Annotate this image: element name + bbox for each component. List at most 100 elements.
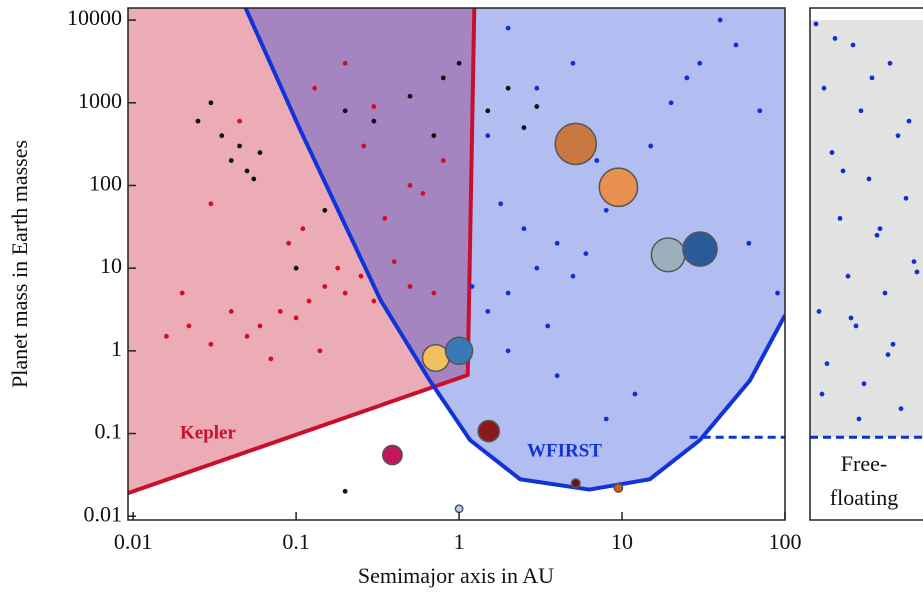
data-point (469, 284, 475, 289)
data-point (534, 265, 540, 271)
x-tick-label: 0.01 (114, 529, 153, 554)
planet (382, 444, 403, 466)
data-point (861, 381, 867, 387)
data-point (268, 356, 274, 362)
data-point (594, 158, 600, 163)
x-tick-label: 0.1 (282, 529, 310, 554)
data-point (293, 315, 299, 321)
data-point (877, 226, 883, 232)
y-axis-label: Planet mass in Earth masses (7, 140, 32, 388)
data-point (914, 269, 920, 275)
data-point (391, 259, 397, 265)
planet (613, 482, 624, 493)
data-point (286, 240, 292, 246)
data-point (733, 42, 739, 48)
data-point (570, 60, 576, 66)
data-point (361, 143, 367, 149)
data-point (858, 108, 864, 114)
planet (454, 504, 464, 514)
data-point (431, 290, 437, 296)
data-point (371, 298, 377, 304)
data-point (848, 315, 854, 321)
y-tick-label: 1000 (78, 88, 122, 113)
data-point (866, 176, 872, 182)
data-point (521, 226, 527, 232)
data-point (208, 201, 214, 207)
panel-label: floating (830, 485, 898, 510)
data-point (746, 240, 752, 246)
planet (598, 167, 639, 208)
data-point (407, 183, 413, 188)
data-point (885, 352, 891, 358)
data-point (431, 133, 437, 139)
data-point (257, 323, 263, 329)
data-point (903, 195, 909, 201)
data-point (228, 308, 234, 314)
data-point (554, 240, 560, 246)
data-point (668, 100, 674, 106)
panel-label: Free- (841, 451, 887, 476)
data-point (485, 108, 491, 114)
data-point (717, 17, 723, 23)
data-point (882, 290, 888, 296)
data-point (407, 284, 413, 289)
y-tick-label: 100 (89, 171, 122, 196)
data-point (775, 290, 780, 296)
data-point (358, 273, 364, 279)
data-point (845, 273, 851, 279)
x-tick-label: 10 (611, 529, 633, 554)
data-point (534, 104, 540, 109)
data-point (342, 108, 348, 114)
data-point (869, 75, 875, 81)
data-point (322, 207, 328, 213)
data-point (208, 341, 214, 347)
data-point (829, 150, 835, 155)
planet (682, 231, 718, 267)
planet (444, 336, 474, 366)
data-point (164, 333, 169, 339)
panel-frame (809, 7, 923, 521)
planet (477, 419, 501, 443)
data-point (648, 143, 654, 149)
x-axis-label: Semimajor axis in AU (358, 563, 554, 588)
data-point (906, 118, 912, 124)
y-tick-label: 1 (111, 336, 122, 361)
data-point (382, 215, 388, 221)
data-point (853, 323, 859, 329)
y-tick-label: 0.01 (84, 501, 123, 526)
data-point (684, 75, 690, 81)
data-point (757, 108, 763, 114)
data-point (850, 42, 856, 48)
free-floating-panel (810, 20, 923, 439)
data-point (371, 104, 377, 109)
y-tick-label: 10 (100, 253, 122, 278)
data-point (244, 333, 250, 339)
data-point (837, 215, 843, 221)
overlay: 0.01 0.1 1 10 100 0.01 0.1 1 10 100 1000 10000 (67, 5, 923, 554)
data-point (583, 251, 589, 256)
data-point (195, 118, 201, 124)
data-point (832, 36, 838, 41)
planet (650, 237, 686, 273)
data-point (505, 85, 511, 91)
y-tick-label: 0.1 (95, 419, 123, 444)
data-point (277, 308, 283, 314)
data-point (300, 226, 306, 232)
data-point (306, 298, 312, 304)
x-tick-label: 100 (769, 529, 802, 554)
data-point (697, 60, 703, 66)
data-point (407, 93, 413, 99)
data-point (534, 85, 540, 91)
region-fill (128, 8, 475, 494)
data-point (251, 176, 257, 182)
data-point (887, 60, 893, 66)
plot-frame (127, 7, 786, 521)
data-point (208, 100, 214, 106)
data-point (813, 21, 819, 27)
data-point (505, 25, 511, 31)
data-point (816, 308, 822, 314)
data-point (898, 406, 904, 412)
data-point (603, 207, 609, 213)
